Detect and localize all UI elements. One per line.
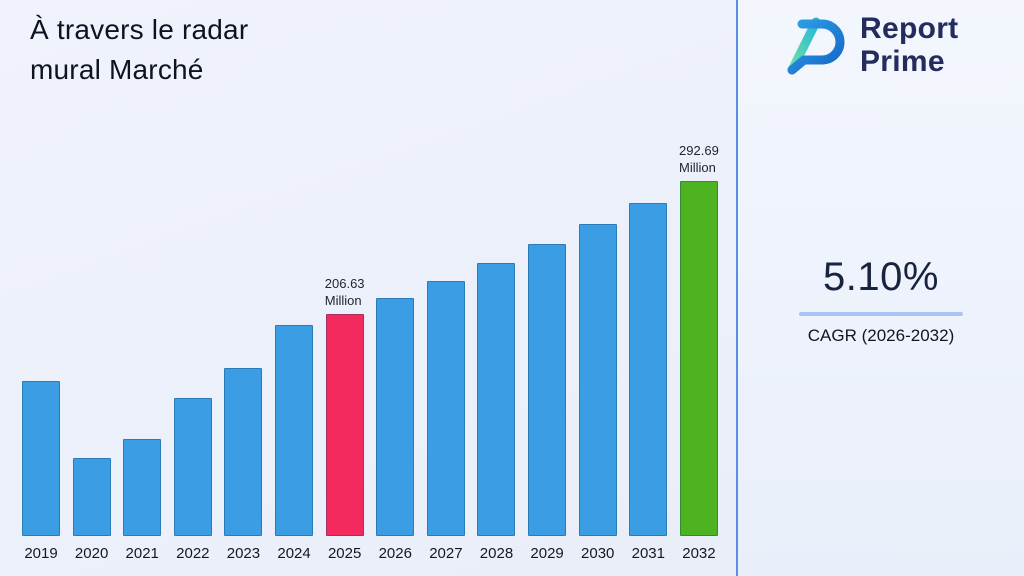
bar-column-2028: 2028	[475, 263, 517, 562]
bar-column-2021: 2021	[121, 439, 163, 562]
chart-title-line1: À travers le radar	[30, 14, 249, 45]
bar-2027	[426, 281, 465, 536]
bar-value-label-2032: 292.69 Million	[679, 143, 719, 175]
bar-column-2020: 2020	[71, 458, 113, 562]
x-axis-label-2019: 2019	[24, 545, 58, 562]
chart-title: À travers le radar mural Marché	[30, 10, 248, 90]
x-axis-label-2020: 2020	[74, 545, 109, 562]
report-prime-logo-text: Report Prime	[860, 12, 958, 78]
bar-2029	[528, 244, 567, 536]
bar-column-2032: 292.69 Million 2032	[678, 142, 720, 562]
x-axis-label-2032: 2032	[682, 545, 716, 562]
cagr-value: 5.10%	[823, 255, 939, 299]
report-prime-logo: Report Prime	[778, 12, 958, 78]
cagr-block: 5.10% CAGR (2026-2032)	[738, 255, 1024, 346]
x-axis-label-2027: 2027	[429, 545, 463, 562]
right-panel: Report Prime 5.10% CAGR (2026-2032)	[738, 0, 1024, 576]
bar-2031	[629, 203, 668, 536]
bar-2030	[578, 224, 617, 536]
bar-2026	[376, 298, 415, 536]
x-axis-label-2022: 2022	[176, 545, 210, 562]
bar-column-2027: 2027	[425, 281, 467, 562]
vertical-divider	[736, 0, 738, 576]
bar-2028	[477, 263, 516, 536]
logo-text-line2: Prime	[860, 45, 945, 78]
x-axis-label-2031: 2031	[631, 545, 665, 562]
x-axis-label-2030: 2030	[581, 545, 615, 562]
logo-text-line1: Report	[860, 12, 959, 45]
bar-2032	[679, 181, 718, 536]
bar-2020	[72, 458, 111, 536]
bar-column-2024: 2024	[273, 325, 315, 562]
x-axis-label-2021: 2021	[125, 545, 159, 562]
bar-column-2022: 2022	[172, 398, 214, 562]
x-axis-label-2028: 2028	[479, 545, 514, 562]
cagr-underline	[799, 312, 963, 316]
chart-area: À travers le radar mural Marché 2019 2020…	[0, 0, 737, 576]
x-axis-label-2024: 2024	[277, 545, 311, 562]
x-axis-label-2026: 2026	[378, 545, 412, 562]
chart-title-line2: mural Marché	[30, 54, 204, 85]
bar-column-2030: 2030	[577, 224, 619, 562]
x-axis-label-2025: 2025	[327, 545, 362, 562]
bar-2025	[325, 314, 364, 536]
x-axis-label-2023: 2023	[226, 545, 261, 562]
bar-2023	[224, 368, 263, 536]
bar-column-2031: 2031	[627, 203, 669, 562]
bar-2021	[123, 439, 162, 536]
bar-value-label-2025: 206.63 Million	[324, 276, 365, 308]
bar-chart: 2019 2020 2021 2022 2023 2024 206.63 Million 202…	[20, 142, 720, 562]
bar-2024	[275, 325, 314, 536]
bar-column-2029: 2029	[526, 244, 568, 562]
bar-column-2026: 2026	[374, 298, 416, 562]
bar-column-2025: 206.63 Million 2025	[324, 275, 366, 562]
report-prime-logo-icon	[787, 17, 845, 75]
bar-2022	[173, 398, 212, 536]
cagr-label: CAGR (2026-2032)	[807, 326, 955, 345]
bar-column-2019: 2019	[20, 381, 62, 562]
x-axis-label-2029: 2029	[530, 545, 564, 562]
bar-column-2023: 2023	[222, 368, 264, 562]
bar-2019	[22, 381, 60, 536]
